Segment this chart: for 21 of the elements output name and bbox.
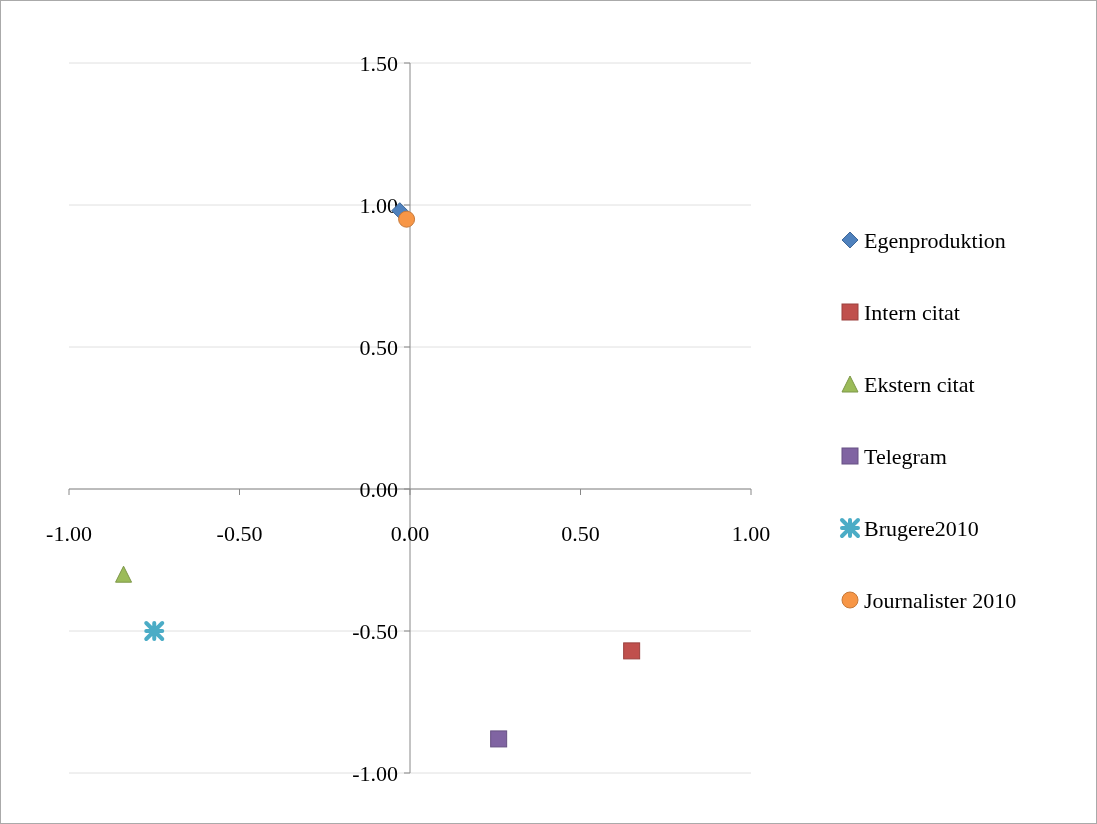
point	[398, 210, 416, 228]
x-tick-label: -1.00	[46, 521, 92, 546]
legend-label: Egenproduktion	[864, 228, 1006, 253]
x-tick-label: 1.00	[731, 521, 771, 546]
point	[623, 642, 641, 660]
y-tick-label: -1.00	[352, 761, 398, 786]
x-tick-label: -0.50	[216, 521, 263, 546]
legend-label: Journalister 2010	[864, 588, 1017, 613]
point	[144, 621, 165, 641]
y-tick-label: 1.50	[359, 51, 398, 76]
y-tick-label: 0.50	[359, 335, 398, 360]
y-tick-label: -0.50	[352, 619, 398, 644]
x-tick-label: 0.50	[561, 521, 600, 546]
x-tick-label: 0.00	[390, 521, 430, 546]
legend-label: Telegram	[864, 444, 947, 469]
legend-label: Intern citat	[864, 300, 960, 325]
legend-label: Brugere2010	[864, 516, 979, 541]
point	[115, 565, 133, 583]
point	[490, 730, 508, 748]
y-tick-label: 0.00	[359, 477, 398, 502]
legend-label: Ekstern citat	[864, 372, 975, 397]
